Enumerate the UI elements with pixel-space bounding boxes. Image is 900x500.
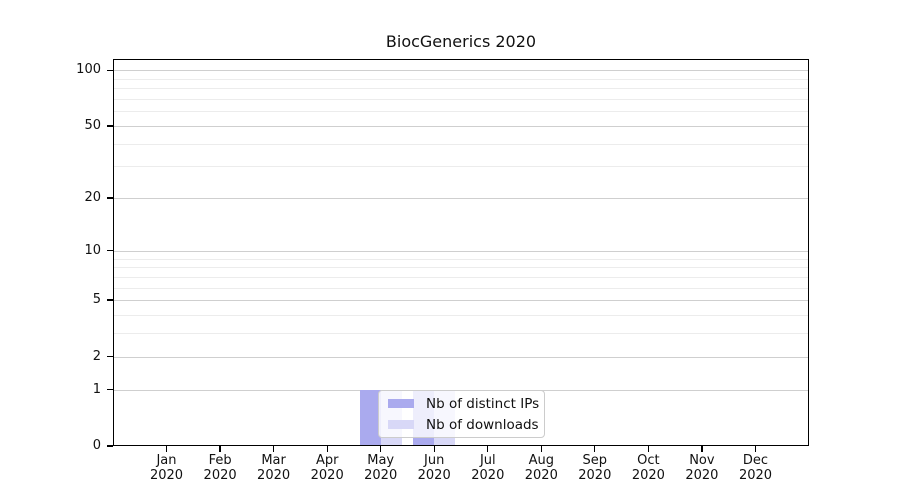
- x-axis-tick: [433, 446, 435, 452]
- x-axis-tick-label-mar: Mar 2020: [257, 453, 291, 483]
- gridline-major: [113, 250, 809, 252]
- y-axis-tick-label: 100: [76, 62, 101, 78]
- gridline-minor: [113, 276, 809, 278]
- legend-swatch-downloads: [388, 420, 414, 429]
- gridline-minor: [113, 287, 809, 289]
- gridline-minor: [113, 166, 809, 168]
- legend-label-distinct-ips: Nb of distinct IPs: [426, 395, 540, 412]
- x-axis-tick-label-jan: Jan 2020: [149, 453, 184, 483]
- gridline-major: [113, 198, 809, 200]
- gridline-minor: [113, 258, 809, 260]
- x-axis-tick-label-feb: Feb 2020: [203, 453, 237, 483]
- y-axis-tick: [107, 125, 113, 127]
- x-axis-tick-label-apr: Apr 2020: [310, 453, 344, 483]
- x-axis-tick-label-jun: Jun 2020: [417, 453, 451, 483]
- x-axis-tick: [272, 446, 275, 452]
- x-axis-tick-label-may: May 2020: [364, 453, 398, 483]
- gridline-minor: [113, 111, 809, 113]
- y-axis-tick-label: 50: [84, 117, 101, 133]
- y-axis-tick: [107, 299, 113, 301]
- x-axis-tick: [380, 446, 382, 452]
- gridline-minor: [113, 143, 809, 145]
- y-axis-tick-label: 1: [92, 381, 101, 397]
- x-axis-tick: [754, 446, 757, 452]
- x-axis-tick-label-jul: Jul 2020: [471, 453, 505, 483]
- gridline-minor: [113, 267, 809, 269]
- y-axis-tick: [107, 445, 113, 447]
- y-axis-tick: [107, 197, 113, 199]
- x-axis-tick: [647, 446, 650, 452]
- y-axis-tick: [107, 250, 113, 252]
- gridline-minor: [113, 88, 809, 90]
- bar-distinct-ips-may: [359, 389, 381, 446]
- x-axis-tick-label-oct: Oct 2020: [631, 453, 665, 483]
- gridline-major: [113, 356, 809, 358]
- y-axis-tick-label: 2: [92, 348, 101, 364]
- gridline-minor: [113, 315, 809, 316]
- x-axis-tick-label-sep: Sep 2020: [578, 453, 612, 483]
- gridline-major: [113, 300, 809, 302]
- gridline-minor: [113, 78, 809, 80]
- y-axis-tick-label: 0: [92, 438, 101, 453]
- legend-item-downloads: Nb of downloads: [388, 417, 539, 433]
- legend-swatch-distinct-ips: [388, 399, 414, 408]
- y-axis-tick-label: 5: [92, 292, 101, 308]
- x-axis-tick: [487, 446, 489, 452]
- x-axis-tick: [165, 446, 168, 452]
- legend-label-downloads: Nb of downloads: [426, 416, 539, 433]
- x-axis-tick: [701, 446, 703, 452]
- x-axis-tick: [219, 446, 221, 452]
- gridline-major: [113, 70, 809, 72]
- y-axis-tick: [107, 388, 113, 391]
- x-axis-tick-label-dec: Dec 2020: [738, 453, 773, 483]
- y-axis-tick: [107, 355, 113, 358]
- gridline-major: [113, 125, 809, 127]
- chart-title: BiocGenerics 2020: [385, 32, 537, 51]
- x-axis-tick-label-aug: Aug 2020: [524, 453, 558, 483]
- legend-item-distinct-ips: Nb of distinct IPs: [388, 396, 539, 412]
- y-axis-tick-label: 10: [84, 242, 101, 258]
- gridline-minor: [113, 99, 809, 100]
- x-axis-tick: [540, 446, 542, 452]
- y-axis-tick-label: 20: [84, 190, 101, 206]
- plot-area: [113, 59, 809, 446]
- x-axis-tick-label-nov: Nov 2020: [685, 453, 719, 483]
- gridline-minor: [113, 333, 809, 335]
- y-axis-tick: [107, 69, 113, 71]
- legend: Nb of distinct IPs Nb of downloads: [378, 390, 545, 438]
- x-axis-tick: [326, 446, 328, 452]
- x-axis-tick: [594, 446, 596, 452]
